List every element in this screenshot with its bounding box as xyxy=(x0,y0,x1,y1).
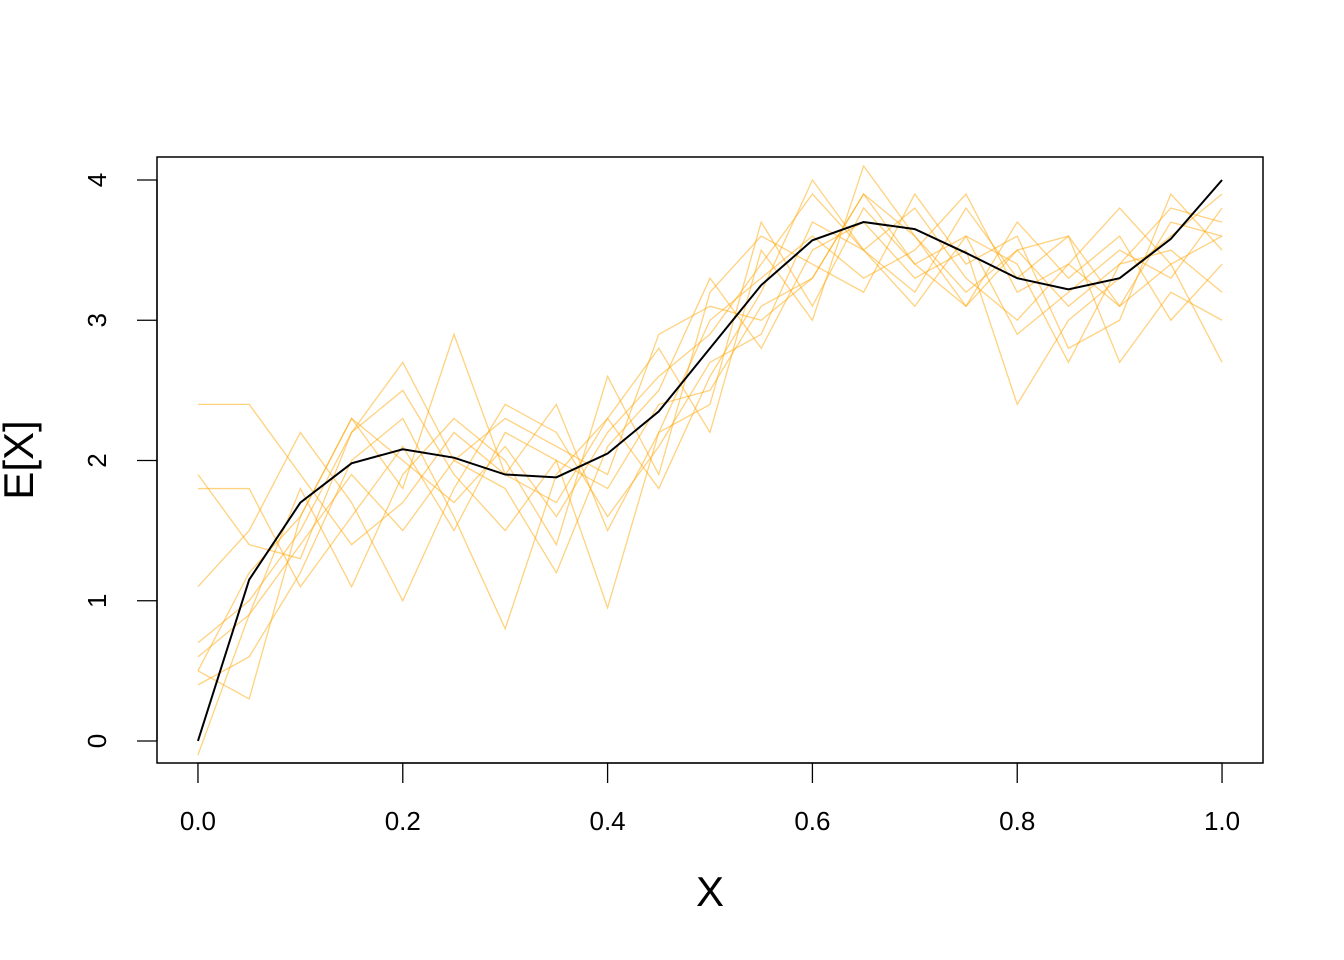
series-line xyxy=(197,192,1223,546)
y-tick-label: 1 xyxy=(82,594,112,608)
series-line xyxy=(197,192,1223,658)
series-line xyxy=(197,193,1223,644)
x-tick-label: 0.0 xyxy=(180,806,216,836)
y-tick-label: 4 xyxy=(82,173,112,187)
x-tick-label: 1.0 xyxy=(1204,806,1240,836)
series-line xyxy=(197,164,1223,686)
y-axis-title: E[X] xyxy=(0,420,42,499)
series-line xyxy=(197,192,1223,560)
y-tick-label: 3 xyxy=(82,313,112,327)
x-tick-label: 0.4 xyxy=(590,806,626,836)
y-tick-label: 2 xyxy=(82,453,112,467)
series-line xyxy=(197,179,1223,742)
series-line xyxy=(197,193,1223,756)
x-axis-title: X xyxy=(696,868,724,915)
series-line xyxy=(197,178,1223,700)
y-tick-label: 0 xyxy=(82,734,112,748)
x-tick-label: 0.6 xyxy=(794,806,830,836)
plot-area xyxy=(197,164,1223,756)
series-line xyxy=(197,192,1223,672)
x-tick-label: 0.8 xyxy=(999,806,1035,836)
series-line xyxy=(197,206,1223,603)
x-tick-label: 0.2 xyxy=(385,806,421,836)
